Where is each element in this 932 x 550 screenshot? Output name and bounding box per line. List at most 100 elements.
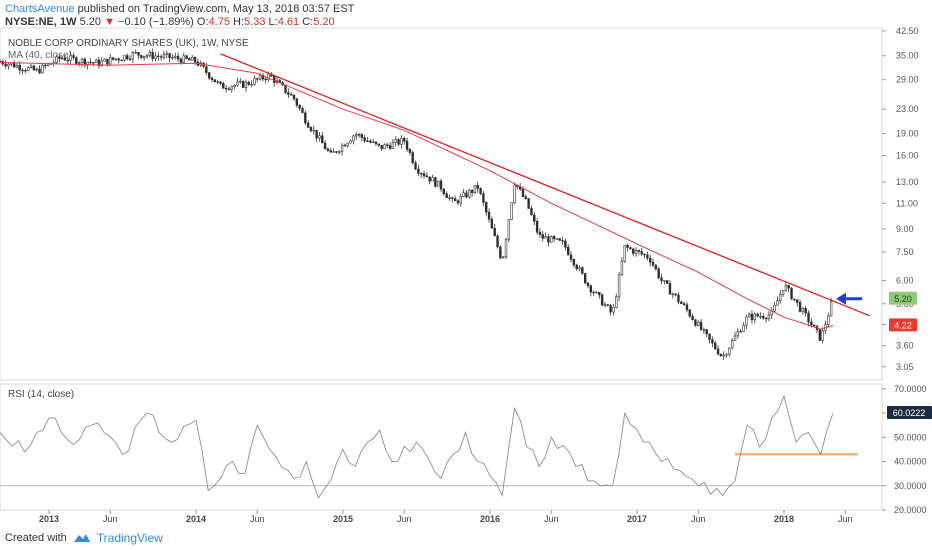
resistance-trendline[interactable]: [220, 53, 870, 317]
x-tick-label: Jun: [397, 514, 412, 524]
candle: [643, 253, 646, 259]
candle: [207, 71, 211, 81]
candle: [742, 322, 745, 333]
candle: [114, 58, 118, 62]
annotation-arrow-icon[interactable]: [836, 292, 862, 305]
candle: [787, 284, 790, 293]
candle: [391, 138, 395, 149]
candle: [527, 198, 530, 210]
candle: [436, 180, 440, 187]
candle: [708, 333, 711, 344]
candle: [541, 230, 544, 242]
symbol-line: NYSE:NE, 1W 5.20 ▼ −0.10 (−1.89%) O:4.75…: [5, 16, 335, 28]
candle: [236, 77, 239, 87]
candle: [589, 284, 593, 297]
candle: [476, 181, 479, 193]
candle: [24, 68, 27, 74]
candle: [615, 293, 618, 309]
x-tick-label: 2013: [39, 514, 59, 524]
candle: [21, 68, 24, 75]
candle: [151, 48, 154, 62]
candle: [677, 292, 680, 305]
candle: [456, 199, 460, 206]
candle: [92, 61, 95, 67]
candle: [168, 53, 171, 63]
candle: [126, 53, 129, 61]
candle: [41, 63, 44, 74]
candle: [714, 340, 717, 350]
candle: [411, 150, 414, 165]
footer: Created with TradingView: [5, 531, 163, 545]
candle: [69, 51, 72, 65]
candle: [216, 79, 219, 85]
candle: [123, 55, 126, 62]
price-y-tick-label: 16.00: [896, 151, 919, 161]
candle: [366, 137, 369, 143]
candle: [388, 142, 392, 151]
author-link[interactable]: ChartsAvenue: [5, 3, 75, 15]
candle: [131, 51, 135, 64]
candle: [103, 58, 106, 62]
price-y-tick-label: 9.00: [896, 224, 914, 234]
candle: [513, 182, 516, 205]
candle: [617, 272, 621, 302]
candle: [575, 263, 578, 271]
x-tick-label: 2018: [774, 514, 794, 524]
candle: [171, 54, 174, 60]
candle: [55, 55, 58, 65]
candle: [352, 134, 355, 145]
candle: [790, 287, 793, 300]
x-tick-label: Jun: [544, 514, 559, 524]
candle: [600, 293, 604, 306]
candle: [479, 187, 482, 196]
candle: [369, 139, 372, 144]
candle: [75, 56, 78, 66]
chart-canvas[interactable]: NOBLE CORP ORDINARY SHARES (UK), 1W, NYS…: [0, 0, 932, 530]
candle: [442, 187, 446, 196]
candle: [357, 132, 361, 138]
candle: [564, 238, 567, 251]
candle: [668, 280, 672, 295]
candle: [507, 219, 511, 243]
candle: [230, 85, 234, 93]
candle: [550, 235, 553, 243]
ma-value-badge-label: 4.22: [894, 320, 912, 330]
rsi-y-tick-label: 50.0000: [894, 432, 927, 442]
x-tick-label: Jun: [103, 514, 118, 524]
candle: [648, 254, 652, 267]
close-value: 5.20: [313, 16, 335, 28]
candle: [12, 60, 16, 68]
rsi-y-tick-label: 70.0000: [894, 384, 927, 394]
candle: [781, 290, 785, 297]
candle: [332, 148, 335, 153]
candle: [83, 57, 87, 68]
candle: [174, 52, 177, 60]
tradingview-brand[interactable]: TradingView: [96, 531, 163, 545]
candle: [482, 191, 485, 207]
candle: [798, 299, 802, 313]
candle: [32, 64, 36, 71]
ma-indicator-label: MA (40, close): [8, 50, 72, 61]
candle: [547, 233, 550, 247]
candle: [264, 77, 267, 84]
candle: [417, 164, 420, 177]
candle: [462, 188, 465, 198]
candle: [465, 189, 468, 199]
candle: [747, 312, 751, 318]
candle: [620, 257, 624, 276]
candle: [640, 248, 643, 257]
candle: [338, 150, 341, 155]
x-tick-label: Jun: [838, 514, 853, 524]
candle: [346, 142, 349, 148]
low-label: L:: [268, 16, 278, 28]
candle: [756, 312, 759, 318]
last-price-text: 5.20: [79, 16, 101, 28]
candle: [671, 292, 675, 299]
candle: [109, 53, 112, 65]
candle: [827, 312, 830, 328]
candle: [148, 49, 152, 58]
created-with-text: Created with: [5, 532, 67, 544]
symbol-label: NYSE:NE, 1W: [5, 16, 77, 28]
candle: [162, 50, 166, 60]
candle: [685, 301, 689, 313]
